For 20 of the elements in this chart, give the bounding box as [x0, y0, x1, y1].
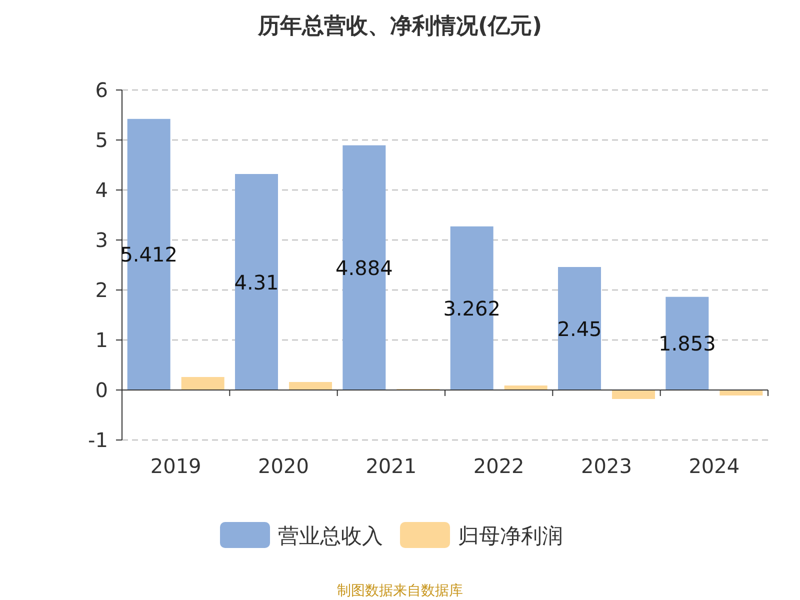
x-tick-label: 2022: [473, 454, 524, 478]
y-tick-label: 6: [95, 78, 108, 102]
x-tick-label: 2024: [688, 454, 740, 478]
y-tick-label: 5: [95, 128, 108, 152]
x-tick-label: 2020: [258, 454, 309, 478]
data-label: 4.31: [234, 270, 279, 294]
data-label: 2.45: [557, 316, 602, 341]
legend-label: 归母净利润: [458, 524, 563, 548]
y-tick-label: 1: [95, 328, 108, 352]
x-tick-label: 2019: [150, 454, 202, 478]
text: 制图数据来自数据库: [337, 583, 463, 599]
y-tick-label: 4: [95, 178, 108, 202]
y-tick-label: 2: [95, 278, 108, 302]
y-tick-label: 3: [95, 228, 108, 252]
legend-label: 营业总收入: [278, 524, 383, 548]
chart-title: 历年总营收、净利情况(亿元): [256, 14, 542, 39]
y-tick-label: -1: [88, 428, 108, 452]
x-tick-label: 2023: [581, 454, 632, 478]
y-tick-label: 0: [95, 378, 108, 402]
x-tick-label: 2021: [366, 454, 417, 478]
